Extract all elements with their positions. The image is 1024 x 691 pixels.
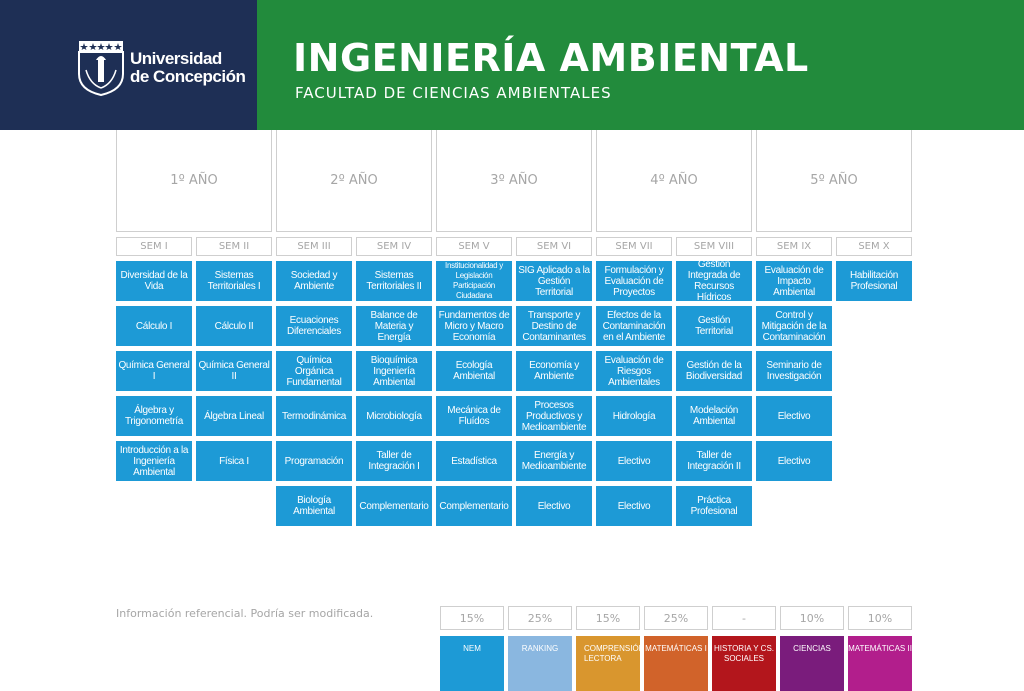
semester-7-header: SEM VII [596,237,672,256]
semester-3-header: SEM III [276,237,352,256]
page-title: INGENIERÍA AMBIENTAL [293,36,809,80]
course-card[interactable]: Sistemas Territoriales I [196,261,272,301]
course-card[interactable]: Introducción a la Ingeniería Ambiental [116,441,192,481]
course-card[interactable]: Termodinámica [276,396,352,436]
course-card[interactable]: Química General I [116,351,192,391]
course-card[interactable]: Estadística [436,441,512,481]
year-4-header: 4º AÑO [596,130,752,232]
course-card[interactable]: Física I [196,441,272,481]
course-card[interactable]: Cálculo I [116,306,192,346]
year-1-header: 1º AÑO [116,130,272,232]
weight-historia: - [712,606,776,630]
course-card[interactable]: Biología Ambiental [276,486,352,526]
course-card[interactable]: Institucionalidad y Legislación Particip… [436,261,512,301]
factor-ranking: RANKING [508,636,572,691]
course-card[interactable]: Gestión Integrada de Recursos Hídricos [676,259,752,303]
factor-matematicas-2: MATEMÁTICAS II [848,636,912,691]
course-card[interactable]: Electivo [756,441,832,481]
page-subtitle: FACULTAD DE CIENCIAS AMBIENTALES [295,84,612,102]
weight-matematicas-2: 10% [848,606,912,630]
course-card[interactable]: Electivo [756,396,832,436]
course-card[interactable]: Hidrología [596,396,672,436]
course-card[interactable]: Evaluación de Impacto Ambiental [756,261,832,301]
year-3-header: 3º AÑO [436,130,592,232]
course-card[interactable]: Control y Mitigación de la Contaminación [756,306,832,346]
course-card[interactable]: Complementario [356,486,432,526]
course-card[interactable]: Mecánica de Fluídos [436,396,512,436]
course-card[interactable]: Álgebra y Trigonometría [116,396,192,436]
semester-2-header: SEM II [196,237,272,256]
weight-nem: 15% [440,606,504,630]
course-card[interactable]: Sistemas Territoriales II [356,261,432,301]
course-card[interactable]: Habilitación Profesional [836,261,912,301]
crest-icon [78,40,124,96]
factor-comprension-lectora: COMPRENSIÓN LECTORA [576,636,644,691]
course-card[interactable]: Sociedad y Ambiente [276,261,352,301]
year-5-header: 5º AÑO [756,130,912,232]
course-card[interactable]: Procesos Productivos y Medioambiente [516,396,592,436]
course-card[interactable]: Diversidad de la Vida [116,261,192,301]
course-card[interactable]: Química General II [196,351,272,391]
course-card[interactable]: Electivo [516,486,592,526]
course-card[interactable]: Transporte y Destino de Contaminantes [516,306,592,346]
course-card[interactable]: Ecología Ambiental [436,351,512,391]
factor-nem: NEM [440,636,504,691]
course-card[interactable]: Complementario [436,486,512,526]
weight-ranking: 25% [508,606,572,630]
university-line2: de Concepción [130,67,246,86]
factor-matematicas-1: MATEMÁTICAS I [644,636,708,691]
course-card[interactable]: Efectos de la Contaminación en el Ambien… [596,306,672,346]
year-2-header: 2º AÑO [276,130,432,232]
course-card[interactable]: Práctica Profesional [676,486,752,526]
course-card[interactable]: Taller de Integración I [356,441,432,481]
course-card[interactable]: Seminario de Investigación [756,351,832,391]
course-card[interactable]: Química Orgánica Fundamental [276,351,352,391]
course-card[interactable]: Modelación Ambiental [676,396,752,436]
course-card[interactable]: Balance de Materia y Energía [356,306,432,346]
course-card[interactable]: Cálculo II [196,306,272,346]
semester-6-header: SEM VI [516,237,592,256]
course-card[interactable]: Economía y Ambiente [516,351,592,391]
course-card[interactable]: Bioquímica Ingeniería Ambiental [356,351,432,391]
semester-5-header: SEM V [436,237,512,256]
course-card[interactable]: Fundamentos de Micro y Macro Economía [436,306,512,346]
course-card[interactable]: Ecuaciones Diferenciales [276,306,352,346]
course-card[interactable]: Taller de Integración II [676,441,752,481]
semester-8-header: SEM VIII [676,237,752,256]
course-card[interactable]: Gestión de la Biodiversidad [676,351,752,391]
university-line1: Universidad [130,49,222,68]
semester-10-header: SEM X [836,237,912,256]
course-card[interactable]: Electivo [596,441,672,481]
header-left-panel: Universidad de Concepción [0,0,257,130]
semester-1-header: SEM I [116,237,192,256]
course-card[interactable]: Programación [276,441,352,481]
weight-comprension-lectora: 15% [576,606,640,630]
course-card[interactable]: Energía y Medioambiente [516,441,592,481]
weight-matematicas-1: 25% [644,606,708,630]
course-card[interactable]: Evaluación de Riesgos Ambientales [596,351,672,391]
factor-ciencias: CIENCIAS [780,636,844,691]
course-card[interactable]: Álgebra Lineal [196,396,272,436]
header-right-panel [257,0,1024,130]
course-card[interactable]: Formulación y Evaluación de Proyectos [596,261,672,301]
weight-ciencias: 10% [780,606,844,630]
semester-9-header: SEM IX [756,237,832,256]
course-card[interactable]: SIG Aplicado a la Gestión Territorial [516,261,592,301]
university-name: Universidad de Concepción [130,49,246,86]
course-card[interactable]: Microbiología [356,396,432,436]
course-card[interactable]: Electivo [596,486,672,526]
disclaimer-note: Información referencial. Podría ser modi… [116,607,374,620]
factor-historia: HISTORIA Y CS. SOCIALES [712,636,776,691]
course-card[interactable]: Gestión Territorial [676,306,752,346]
university-logo[interactable]: Universidad de Concepción [78,40,246,96]
semester-4-header: SEM IV [356,237,432,256]
